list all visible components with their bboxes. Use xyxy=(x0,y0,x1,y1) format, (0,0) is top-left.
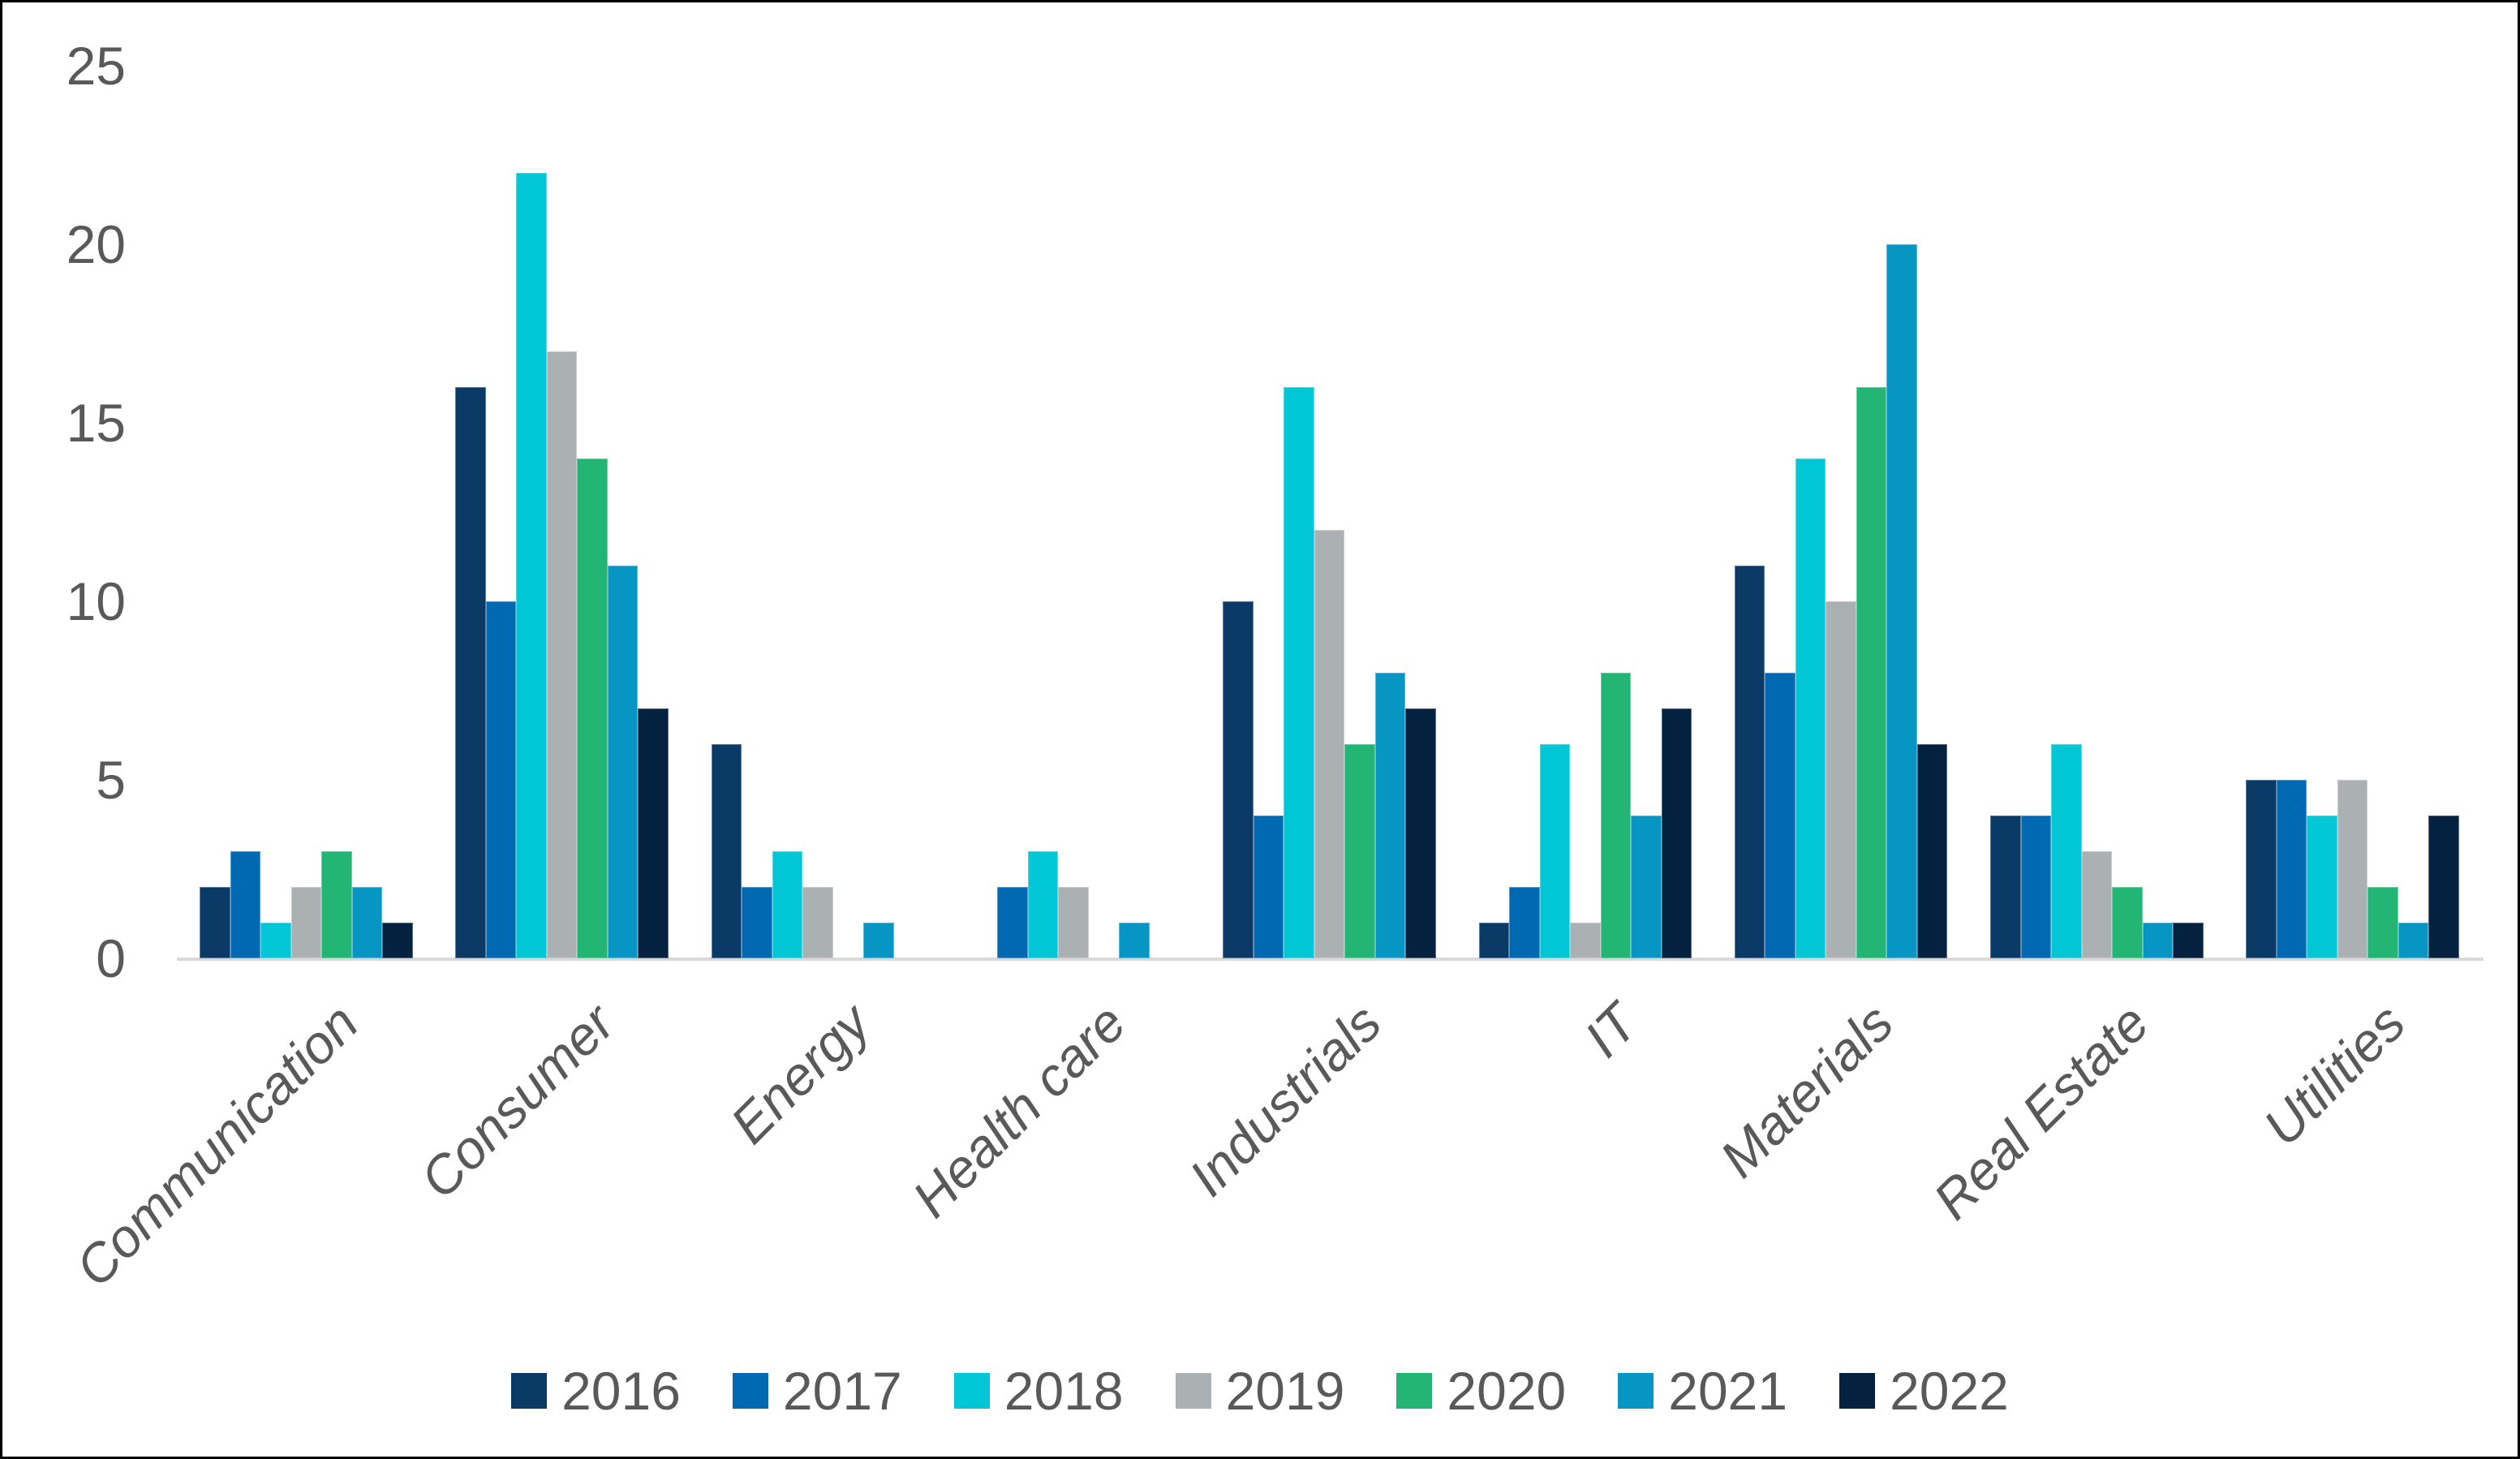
bar-consumer-2020 xyxy=(577,458,608,958)
bar-materials-2020 xyxy=(1856,387,1887,958)
bar-real-estate-2018 xyxy=(2051,744,2082,958)
legend-label-2016: 2016 xyxy=(561,1361,681,1421)
bar-communication-2017 xyxy=(230,851,260,958)
bar-real-estate-2022 xyxy=(2173,923,2204,958)
bar-communication-2021 xyxy=(351,887,382,958)
legend-item-2018: 2018 xyxy=(953,1361,1124,1421)
bar-it-2017 xyxy=(1509,887,1540,958)
bar-industrials-2018 xyxy=(1284,387,1314,958)
bar-health-care-2021 xyxy=(1119,923,1150,958)
y-axis-tick-label-5: 5 xyxy=(96,750,126,810)
bar-it-2016 xyxy=(1478,923,1509,958)
bar-communication-2016 xyxy=(200,887,230,958)
bar-industrials-2020 xyxy=(1344,744,1375,958)
bar-consumer-2017 xyxy=(485,601,517,958)
legend-label-2018: 2018 xyxy=(1004,1361,1124,1421)
bar-it-2020 xyxy=(1600,673,1631,958)
bar-real-estate-2016 xyxy=(1990,816,2021,958)
bar-it-2022 xyxy=(1661,708,1692,958)
legend-item-2022: 2022 xyxy=(1839,1364,2009,1418)
bar-health-care-2018 xyxy=(1027,851,1059,958)
legend: 2016 2017 2018 2019 2020 2021 2022 xyxy=(2,1364,2518,1418)
x-axis-line xyxy=(177,958,2483,961)
bar-materials-2018 xyxy=(1795,458,1826,958)
bar-utilities-2022 xyxy=(2428,816,2459,958)
y-axis-tick-label-10: 10 xyxy=(66,571,126,631)
bar-materials-2016 xyxy=(1734,566,1765,958)
bar-energy-2019 xyxy=(802,887,833,958)
bar-utilities-2017 xyxy=(2276,780,2307,958)
bar-industrials-2022 xyxy=(1405,708,1436,958)
bar-communication-2018 xyxy=(260,923,291,958)
legend-label-2021: 2021 xyxy=(1668,1361,1788,1421)
bar-consumer-2021 xyxy=(607,566,639,958)
bar-real-estate-2020 xyxy=(2112,887,2143,958)
legend-swatch-2017 xyxy=(732,1373,768,1409)
bar-materials-2017 xyxy=(1765,673,1795,958)
legend-swatch-2018 xyxy=(953,1373,990,1409)
bar-utilities-2016 xyxy=(2246,780,2277,958)
bar-consumer-2019 xyxy=(546,351,578,958)
bar-energy-2017 xyxy=(742,887,772,958)
y-axis-tick-label-0: 0 xyxy=(96,928,126,988)
bar-utilities-2019 xyxy=(2337,780,2368,958)
legend-item-2020: 2020 xyxy=(1396,1364,1566,1418)
bar-consumer-2022 xyxy=(638,708,669,958)
bar-consumer-2016 xyxy=(455,387,486,958)
bar-it-2019 xyxy=(1570,923,1601,958)
bar-energy-2021 xyxy=(863,923,894,958)
legend-swatch-2019 xyxy=(1175,1373,1211,1409)
bar-materials-2021 xyxy=(1886,244,1917,958)
bar-industrials-2021 xyxy=(1374,673,1406,958)
bar-utilities-2020 xyxy=(2367,887,2398,958)
bar-real-estate-2021 xyxy=(2142,923,2174,958)
bar-communication-2019 xyxy=(290,887,321,958)
bar-utilities-2021 xyxy=(2397,923,2429,958)
legend-swatch-2016 xyxy=(511,1373,548,1409)
bar-energy-2016 xyxy=(711,744,742,958)
bar-energy-2018 xyxy=(772,851,803,958)
bar-communication-2022 xyxy=(382,923,413,958)
legend-label-2022: 2022 xyxy=(1890,1361,2009,1421)
bar-health-care-2019 xyxy=(1058,887,1089,958)
bar-consumer-2018 xyxy=(516,173,547,958)
legend-label-2019: 2019 xyxy=(1225,1361,1345,1421)
legend-item-2016: 2016 xyxy=(511,1364,681,1418)
legend-swatch-2021 xyxy=(1618,1373,1654,1409)
bar-it-2018 xyxy=(1539,744,1570,958)
y-axis-tick-label-20: 20 xyxy=(66,214,126,274)
y-axis-tick-label-25: 25 xyxy=(66,36,126,96)
bar-industrials-2017 xyxy=(1253,816,1284,958)
bar-real-estate-2017 xyxy=(2020,816,2052,958)
legend-item-2019: 2019 xyxy=(1175,1361,1345,1421)
bar-materials-2022 xyxy=(1916,744,1948,958)
bar-communication-2020 xyxy=(321,851,352,958)
bar-health-care-2017 xyxy=(997,887,1028,958)
legend-swatch-2020 xyxy=(1396,1373,1433,1409)
legend-item-2017: 2017 xyxy=(732,1361,902,1421)
legend-label-2017: 2017 xyxy=(782,1361,902,1421)
legend-item-2021: 2021 xyxy=(1618,1364,1787,1418)
bar-real-estate-2019 xyxy=(2081,851,2113,958)
legend-swatch-2022 xyxy=(1839,1373,1876,1409)
bar-it-2021 xyxy=(1631,816,1662,958)
bar-utilities-2018 xyxy=(2307,816,2337,958)
bar-industrials-2019 xyxy=(1314,530,1345,958)
bar-materials-2019 xyxy=(1825,601,1856,958)
y-axis-tick-label-15: 15 xyxy=(66,393,126,453)
bar-industrials-2016 xyxy=(1223,601,1254,958)
legend-label-2020: 2020 xyxy=(1447,1361,1567,1421)
